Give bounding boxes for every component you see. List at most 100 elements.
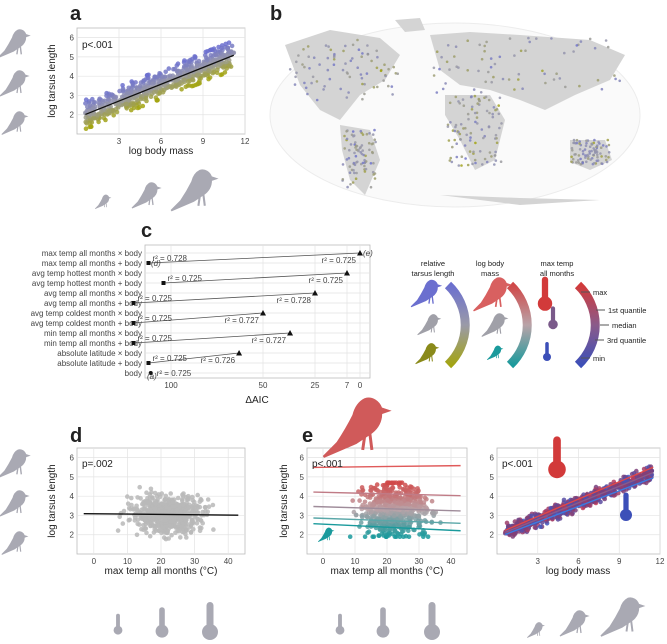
panel-e2-ytick: 4	[490, 492, 495, 501]
map-point	[345, 130, 348, 133]
panel-e1-point	[423, 505, 429, 510]
panel-e1-point	[417, 504, 423, 510]
map-point	[495, 137, 498, 140]
map-point	[495, 108, 499, 111]
panel-a-point	[226, 49, 232, 54]
map-point	[590, 149, 593, 153]
map-point	[459, 138, 462, 141]
panel-c-additive-marker	[131, 321, 136, 325]
map-point	[491, 115, 495, 119]
map-point	[578, 84, 581, 88]
panel-c-r2-label: r² = 0.725	[138, 334, 173, 343]
map-point	[360, 144, 364, 147]
map-point	[332, 58, 336, 61]
panel-a-point	[87, 120, 93, 126]
legend-bird-large-icon	[410, 279, 442, 308]
panel-d-point	[159, 501, 164, 506]
thermometer-icon	[113, 613, 123, 635]
map-point	[604, 155, 608, 158]
map-point	[484, 80, 488, 84]
panel-c-interaction-marker	[312, 290, 318, 296]
panel-c-connector	[148, 252, 361, 264]
panel-d-point	[173, 530, 178, 535]
map-point	[497, 104, 501, 107]
panel-d-point	[159, 509, 164, 515]
panel-c-r2-label: r² = 0.726	[201, 356, 236, 365]
panel-e1-xlabel: max temp all months (°C)	[331, 566, 444, 577]
map-point	[445, 60, 449, 64]
legend-thermo-median-icon	[548, 306, 558, 330]
panel-e1-point	[405, 496, 411, 502]
panel-a-xtick: 12	[241, 137, 250, 146]
map-point	[457, 100, 460, 103]
panel-e1-point	[382, 502, 388, 508]
panel-c-r2-label: r² = 0.728	[277, 296, 312, 305]
panel-c-r2-label: r² = 0.725	[322, 256, 357, 265]
panel-a-point	[196, 58, 202, 64]
bird-silhouette-icon	[526, 622, 545, 638]
panel-d-xlabel: max temp all months (°C)	[105, 566, 218, 577]
map-point	[359, 145, 362, 149]
map-point	[528, 40, 531, 44]
panel-a-point	[138, 96, 143, 102]
panel-a-point	[83, 101, 88, 106]
legend-mass-title: mass	[481, 269, 499, 278]
map-point	[552, 78, 556, 81]
map-point	[379, 69, 383, 73]
map-point	[361, 52, 364, 55]
map-point	[348, 171, 352, 174]
map-point	[588, 150, 591, 153]
map-point	[344, 62, 347, 65]
panel-e1-point	[411, 486, 417, 492]
panel-e1-xtick: 10	[351, 557, 360, 566]
panel-c-additive-marker	[146, 261, 151, 265]
panel-d-point	[147, 533, 153, 539]
map-point	[485, 40, 488, 44]
map-point	[498, 55, 502, 59]
legend-mass-small-icon	[486, 345, 503, 361]
panel-a-point	[150, 81, 155, 86]
panel-c-annotation: (a)	[147, 372, 157, 381]
panel-d-point	[139, 507, 144, 513]
panel-a-fit-line	[85, 54, 235, 116]
map-point	[353, 151, 356, 155]
panel-e1-point	[399, 500, 404, 506]
map-point	[463, 144, 467, 147]
legend-bird-mid-icon	[417, 314, 441, 336]
panel-c-r2-label: r² = 0.725	[309, 276, 344, 285]
map-point	[369, 185, 373, 189]
panel-e1-point	[408, 484, 413, 489]
panel-e1-point	[360, 514, 365, 520]
panel-a-point	[160, 74, 165, 79]
thermometer-icon	[376, 607, 390, 638]
map-point	[363, 92, 366, 96]
panel-d: d 0 10 20 30 40 2 3 4 5 6 p=.002 max temp all mon…	[47, 425, 246, 577]
map-point	[607, 143, 611, 147]
panel-d-point	[211, 527, 216, 532]
panel-a-point	[221, 53, 226, 58]
map-point	[471, 162, 474, 166]
map-point	[435, 50, 439, 53]
panel-a-point	[224, 59, 229, 64]
panel-c-model-label: max temp all months × body	[42, 249, 142, 258]
panel-d-point	[149, 509, 154, 514]
panel-a-point	[137, 83, 143, 89]
map-point	[571, 149, 574, 152]
panel-e1-point	[406, 501, 412, 507]
panel-c-r2-label: r² = 0.725	[138, 314, 173, 323]
panel-c-interaction-marker	[344, 270, 350, 276]
panel-d-point	[162, 509, 168, 515]
map-point	[469, 136, 472, 139]
panel-c-connector	[133, 332, 291, 344]
map-point	[373, 177, 377, 180]
panel-d-point	[137, 484, 142, 490]
legend-tarsus-title: relative	[421, 259, 445, 268]
map-point	[322, 88, 325, 91]
panel-e1-point	[385, 521, 391, 526]
panel-e1-point	[414, 494, 420, 500]
map-point	[312, 56, 316, 59]
panel-c-connector	[133, 312, 264, 324]
map-point	[508, 37, 512, 40]
map-point	[348, 75, 352, 79]
